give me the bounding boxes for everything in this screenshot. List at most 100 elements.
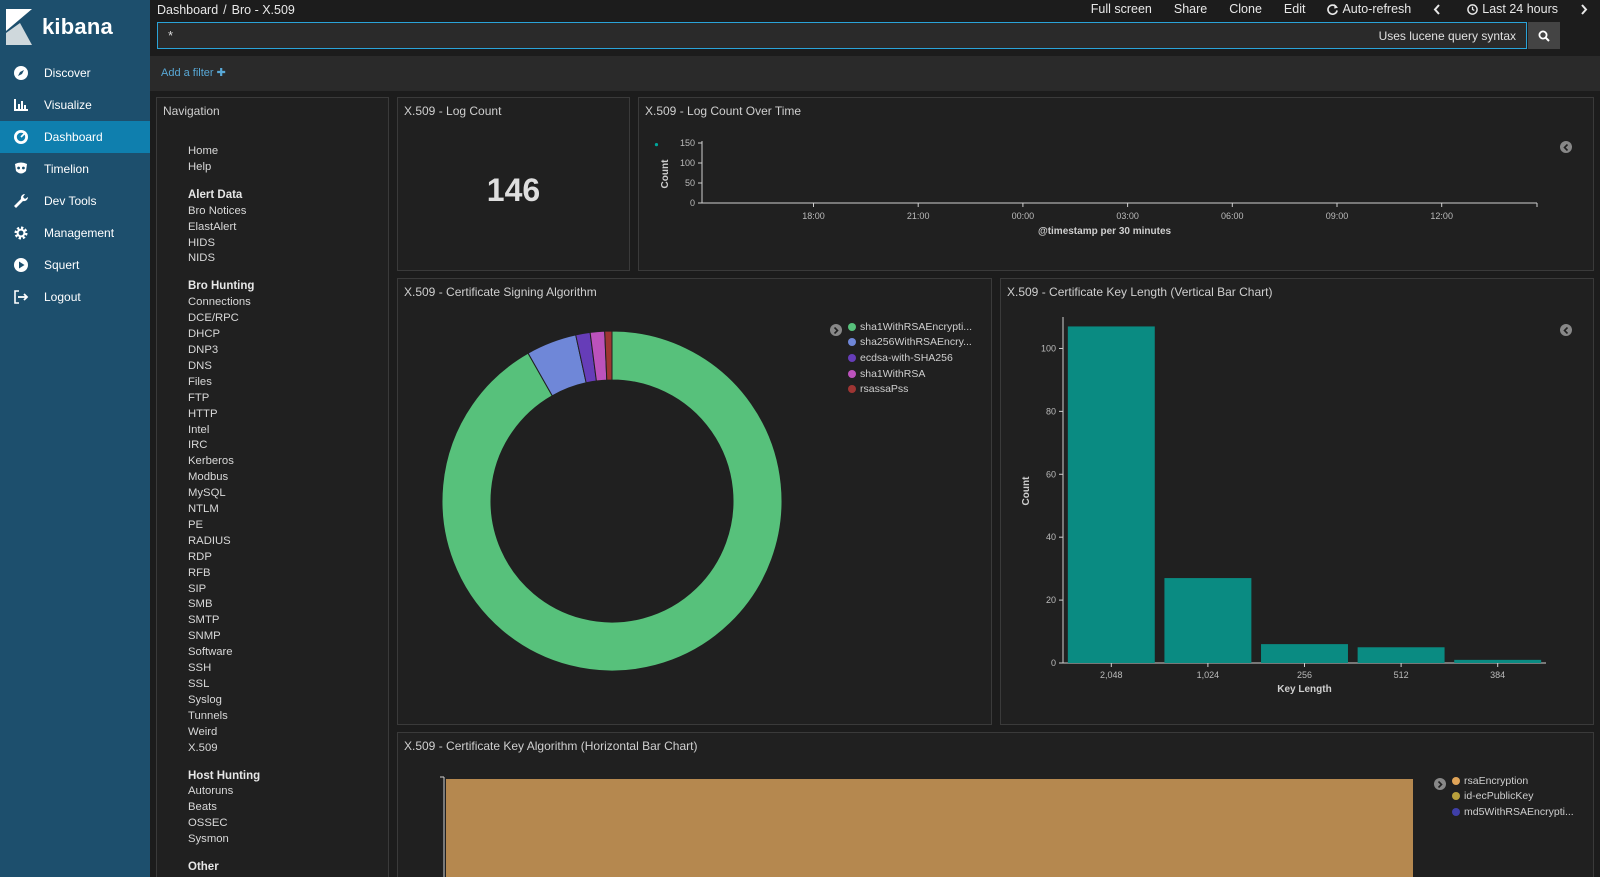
nav-link-connections[interactable]: Connections	[188, 296, 251, 309]
nav-link-tunnels[interactable]: Tunnels	[188, 709, 228, 722]
nav-link-snmp[interactable]: SNMP	[188, 630, 221, 643]
y-tick-label: 100	[1041, 343, 1056, 353]
legend-toggle-button[interactable]	[1434, 778, 1446, 790]
legend-toggle-button[interactable]	[1560, 324, 1572, 336]
legend-toggle-button[interactable]	[830, 324, 842, 336]
nav-link-ntlm[interactable]: NTLM	[188, 503, 219, 516]
nav-link-intel[interactable]: Intel	[188, 423, 210, 436]
legend-item[interactable]: ecdsa-with-SHA256	[848, 350, 972, 366]
nav-link-autoruns[interactable]: Autoruns	[188, 785, 234, 798]
data-point[interactable]	[654, 143, 659, 147]
legend-item[interactable]: rsassaPss	[848, 381, 972, 397]
donut-slice-sha1withrsaencrypti[interactable]	[441, 330, 783, 672]
nav-link-dnp3[interactable]: DNP3	[188, 343, 219, 356]
nav-link-sysmon[interactable]: Sysmon	[188, 833, 229, 846]
nav-link-nids[interactable]: NIDS	[188, 252, 215, 265]
nav-link-dce-rpc[interactable]: DCE/RPC	[188, 312, 239, 325]
sidebar-item-dashboard[interactable]: Dashboard	[0, 121, 150, 153]
nav-link-elastalert[interactable]: ElastAlert	[188, 220, 237, 233]
nav-link-files[interactable]: Files	[188, 375, 212, 388]
donut-slice-rsassapss[interactable]	[604, 330, 613, 381]
nav-link-hids[interactable]: HIDS	[188, 236, 215, 249]
bar-rsaencryption[interactable]	[446, 779, 1413, 877]
sidebar-item-logout[interactable]: Logout	[0, 281, 150, 313]
legend-color-dot	[848, 353, 856, 362]
key-length-bar-chart: 0 20 40 60 80 100 2,048 1,024 256 512 384 Key Lengt…	[1021, 317, 1546, 695]
nav-link-pe[interactable]: PE	[188, 518, 204, 531]
bar-2-048[interactable]	[1067, 326, 1155, 663]
legend-item[interactable]: id-ecPublicKey	[1452, 789, 1574, 805]
edit-button[interactable]: Edit	[1283, 2, 1306, 16]
nav-link-http[interactable]: HTTP	[188, 407, 218, 420]
sidebar-item-timelion[interactable]: Timelion	[0, 153, 150, 185]
bar-384[interactable]	[1454, 659, 1542, 663]
signing-algorithm-donut-chart	[441, 330, 783, 672]
nav-link-beats[interactable]: Beats	[188, 801, 217, 814]
kibana-logo-text: kibana	[42, 14, 113, 39]
sidebar-item-squert[interactable]: Squert	[0, 249, 150, 281]
nav-link-rfb[interactable]: RFB	[188, 566, 211, 579]
log-count-time-chart: 0 50 100 150 18:00 21:00 00:00 03:00 06:00 09:00 1…	[654, 138, 1538, 237]
bar-512[interactable]	[1357, 647, 1445, 663]
full-screen-button[interactable]: Full screen	[1090, 2, 1152, 16]
sidebar-item-label: Squert	[44, 258, 80, 272]
log-count-panel: X.509 - Log Count 146	[397, 97, 630, 271]
nav-link-syslog[interactable]: Syslog	[188, 693, 222, 706]
add-filter-button[interactable]: Add a filter ✚	[161, 66, 226, 79]
nav-link-bro-notices[interactable]: Bro Notices	[188, 204, 247, 217]
legend-item[interactable]: sha256WithRSAEncry...	[848, 335, 972, 351]
search-button[interactable]	[1528, 22, 1560, 49]
x-tick-label: 21:00	[907, 211, 930, 221]
sidebar-item-dev-tools[interactable]: Dev Tools	[0, 185, 150, 217]
navigation-links: Home Help Alert Data Bro Notices ElastAlert H…	[188, 144, 260, 876]
legend-item[interactable]: sha1WithRSA	[848, 366, 972, 382]
bar-1-024[interactable]	[1164, 578, 1252, 663]
x-tick-label: 03:00	[1116, 211, 1139, 221]
bar-256[interactable]	[1261, 644, 1348, 663]
kibana-logo[interactable]: kibana	[6, 8, 113, 46]
nav-link-kerberos[interactable]: Kerberos	[188, 455, 234, 468]
breadcrumb-dashboard-link[interactable]: Dashboard	[157, 3, 219, 17]
sidebar-item-label: Discover	[44, 66, 91, 80]
clone-button[interactable]: Clone	[1229, 2, 1262, 16]
add-filter-label: Add a filter	[161, 67, 214, 79]
sidebar-item-discover[interactable]: Discover	[0, 57, 150, 89]
time-range-button[interactable]: Last 24 hours	[1467, 2, 1558, 16]
time-forward-button[interactable]	[1580, 3, 1592, 15]
legend-toggle-button[interactable]	[1560, 141, 1572, 153]
nav-link-home[interactable]: Home	[188, 145, 219, 157]
legend-item[interactable]: rsaEncryption	[1452, 773, 1574, 789]
x-tick-label: 1,024	[1197, 670, 1220, 680]
x-tick-label: 2,048	[1100, 670, 1123, 680]
nav-link-radius[interactable]: RADIUS	[188, 534, 231, 547]
nav-link-weird[interactable]: Weird	[188, 725, 218, 738]
filter-bar: Add a filter ✚	[150, 56, 1600, 91]
legend-item[interactable]: md5WithRSAEncrypti...	[1452, 804, 1574, 820]
sidebar-item-management[interactable]: Management	[0, 217, 150, 249]
query-input[interactable]: * Uses lucene query syntax	[157, 22, 1527, 49]
legend-item[interactable]: sha1WithRSAEncrypti...	[848, 319, 972, 335]
nav-link-help[interactable]: Help	[188, 160, 212, 173]
nav-link-ftp[interactable]: FTP	[188, 391, 210, 404]
nav-link-x-509[interactable]: X.509	[188, 741, 218, 754]
nav-link-ossec[interactable]: OSSEC	[188, 817, 228, 830]
nav-link-mysql[interactable]: MySQL	[188, 487, 226, 500]
auto-refresh-button[interactable]: Auto-refresh	[1327, 2, 1411, 16]
nav-link-sip[interactable]: SIP	[188, 582, 207, 595]
nav-section-heading: Other	[188, 861, 219, 874]
query-syntax-hint[interactable]: Uses lucene query syntax	[1378, 28, 1516, 43]
nav-link-rdp[interactable]: RDP	[188, 550, 212, 563]
time-back-button[interactable]	[1433, 3, 1445, 15]
share-button[interactable]: Share	[1173, 2, 1208, 16]
nav-link-ssl[interactable]: SSL	[188, 678, 210, 690]
sidebar-item-visualize[interactable]: Visualize	[0, 89, 150, 121]
nav-link-dhcp[interactable]: DHCP	[188, 328, 221, 341]
nav-link-software[interactable]: Software	[188, 646, 233, 659]
nav-link-smtp[interactable]: SMTP	[188, 614, 220, 627]
nav-link-dns[interactable]: DNS	[188, 359, 212, 372]
nav-link-ssh[interactable]: SSH	[188, 662, 212, 675]
nav-link-modbus[interactable]: Modbus	[188, 471, 229, 484]
nav-link-smb[interactable]: SMB	[188, 598, 213, 611]
nav-link-irc[interactable]: IRC	[188, 439, 208, 452]
legend-label: rsaEncryption	[1464, 774, 1529, 787]
